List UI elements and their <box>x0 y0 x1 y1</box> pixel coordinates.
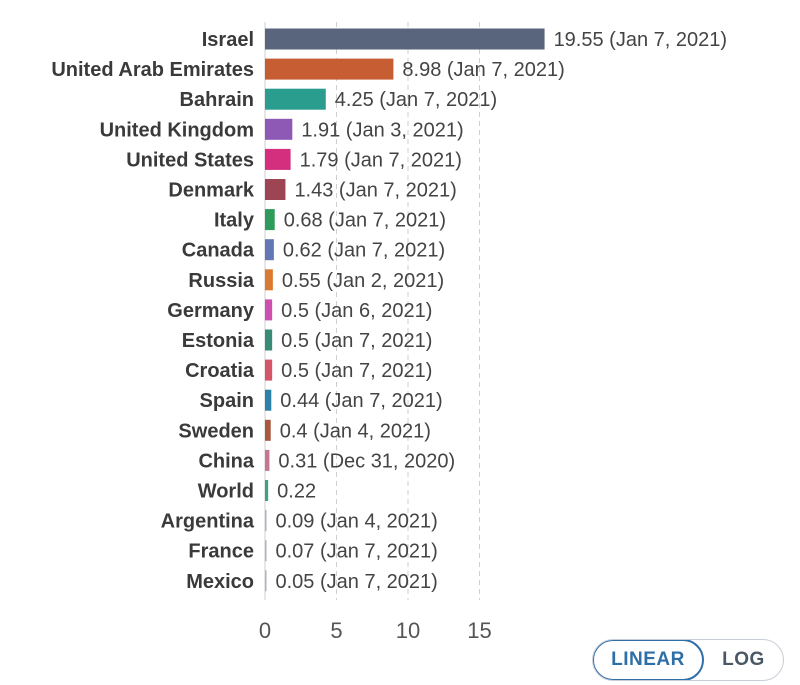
category-label: Mexico <box>186 571 254 593</box>
value-label: 0.68 (Jan 7, 2021) <box>284 210 446 232</box>
category-label: World <box>198 481 254 503</box>
category-label: Spain <box>200 390 254 412</box>
bar <box>265 239 274 261</box>
category-label: Germany <box>167 300 255 322</box>
x-tick-label: 15 <box>467 618 491 640</box>
value-label: 1.91 (Jan 3, 2021) <box>301 119 463 141</box>
value-label: 0.5 (Jan 6, 2021) <box>281 300 432 322</box>
category-label: Denmark <box>168 180 254 202</box>
value-label: 0.44 (Jan 7, 2021) <box>280 390 442 412</box>
bar <box>265 480 269 501</box>
x-tick-label: 0 <box>259 618 271 640</box>
bar <box>265 449 270 471</box>
value-label: 0.5 (Jan 7, 2021) <box>281 330 432 352</box>
bar <box>265 118 293 140</box>
bar <box>265 299 273 321</box>
bar <box>265 179 286 200</box>
bar <box>265 58 394 80</box>
linear-scale-button[interactable]: LINEAR <box>593 640 704 680</box>
value-label: 0.62 (Jan 7, 2021) <box>283 240 445 262</box>
bar <box>265 389 272 411</box>
bar-chart: 0 5 10 15 Israel 19.55 (Jan 7, 2021) United Ar… <box>51 22 727 640</box>
bar <box>265 510 267 532</box>
category-label: United Kingdom <box>100 119 254 141</box>
category-label: Croatia <box>185 360 255 382</box>
category-label: United States <box>126 149 254 171</box>
value-label: 0.22 <box>277 481 316 503</box>
category-label: United Arab Emirates <box>51 59 254 81</box>
value-label: 8.98 (Jan 7, 2021) <box>402 59 564 81</box>
category-label: Estonia <box>182 330 255 352</box>
value-label: 0.31 (Dec 31, 2020) <box>278 450 455 472</box>
category-label: Israel <box>202 29 254 51</box>
bar <box>265 570 267 592</box>
category-label: Argentina <box>161 511 255 533</box>
bar <box>265 329 273 351</box>
value-label: 19.55 (Jan 7, 2021) <box>554 29 727 51</box>
value-label: 0.55 (Jan 2, 2021) <box>282 270 444 292</box>
category-label: Sweden <box>178 420 254 442</box>
category-label: Bahrain <box>180 89 254 111</box>
value-label: 1.79 (Jan 7, 2021) <box>300 149 462 171</box>
category-label: Italy <box>214 210 255 232</box>
x-tick-label: 10 <box>396 618 420 640</box>
bar <box>265 269 273 291</box>
value-label: 4.25 (Jan 7, 2021) <box>335 89 497 111</box>
category-label: Russia <box>188 270 254 292</box>
bar <box>265 148 291 170</box>
scale-toggle: LINEAR LOG <box>592 639 784 681</box>
bar <box>265 209 275 231</box>
value-label: 0.09 (Jan 4, 2021) <box>276 511 438 533</box>
bar <box>265 28 545 50</box>
value-label: 0.07 (Jan 7, 2021) <box>276 541 438 563</box>
category-label: France <box>188 541 254 563</box>
bar <box>265 419 271 441</box>
bar <box>265 540 267 562</box>
value-label: 0.05 (Jan 7, 2021) <box>276 571 438 593</box>
category-label: Canada <box>182 240 255 262</box>
bar <box>265 88 326 110</box>
category-label: China <box>198 450 254 472</box>
value-label: 0.5 (Jan 7, 2021) <box>281 360 432 382</box>
bar <box>265 359 273 381</box>
value-label: 1.43 (Jan 7, 2021) <box>294 180 456 202</box>
x-tick-label: 5 <box>330 618 342 640</box>
value-label: 0.4 (Jan 4, 2021) <box>280 420 431 442</box>
log-scale-button[interactable]: LOG <box>704 640 783 680</box>
